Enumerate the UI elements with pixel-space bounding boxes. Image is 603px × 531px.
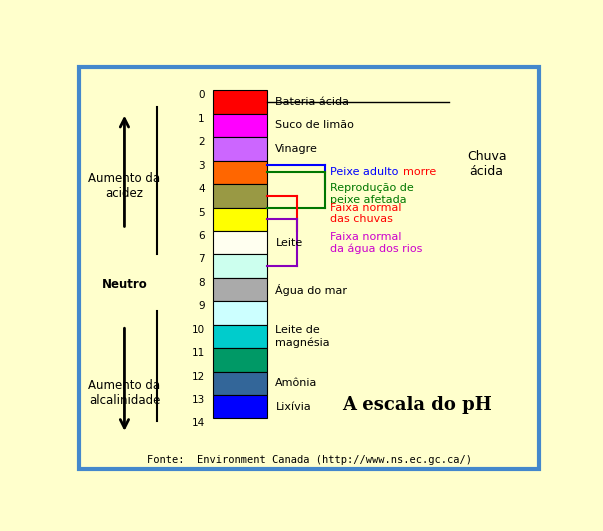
Text: Faixa normal
das chuvas: Faixa normal das chuvas (330, 202, 402, 224)
Text: Vinagre: Vinagre (276, 144, 318, 154)
Text: 5: 5 (198, 208, 205, 218)
Text: 1: 1 (198, 114, 205, 124)
Text: Aumento da
acidez: Aumento da acidez (89, 173, 160, 200)
Text: 13: 13 (192, 395, 205, 405)
Text: Aumento da
alcalinidade: Aumento da alcalinidade (89, 379, 160, 407)
Text: Faixa normal
da água dos rios: Faixa normal da água dos rios (330, 232, 423, 254)
Text: 8: 8 (198, 278, 205, 288)
Bar (213, 208, 267, 231)
Text: A escala do pH: A escala do pH (342, 396, 491, 414)
Text: 0: 0 (198, 90, 205, 100)
Text: 10: 10 (192, 325, 205, 335)
Text: 7: 7 (198, 254, 205, 264)
Text: morre: morre (403, 167, 436, 177)
Bar (213, 325, 267, 348)
Bar (213, 114, 267, 137)
Bar (213, 231, 267, 254)
Text: 4: 4 (198, 184, 205, 194)
Text: Chuva
ácida: Chuva ácida (467, 150, 507, 178)
Text: Leite: Leite (276, 238, 303, 247)
Text: 9: 9 (198, 301, 205, 311)
Text: Peixe adulto: Peixe adulto (330, 167, 402, 177)
Text: Fonte:  Environment Canada (http://www.ns.ec.gc.ca/): Fonte: Environment Canada (http://www.ns… (147, 455, 472, 465)
Text: Amônia: Amônia (276, 378, 318, 388)
Text: Reprodução de
peixe afetada: Reprodução de peixe afetada (330, 183, 414, 205)
Bar (213, 90, 267, 114)
FancyBboxPatch shape (79, 67, 539, 469)
Text: Suco de limão: Suco de limão (276, 121, 355, 131)
Bar (213, 137, 267, 160)
Text: 11: 11 (192, 348, 205, 358)
Text: 12: 12 (192, 372, 205, 382)
Text: 6: 6 (198, 231, 205, 241)
Bar (213, 348, 267, 372)
Bar (213, 278, 267, 301)
Bar (213, 395, 267, 418)
Bar (213, 184, 267, 208)
Bar (213, 254, 267, 278)
Text: 14: 14 (192, 418, 205, 429)
Text: 3: 3 (198, 160, 205, 170)
Text: Leite de
magnésia: Leite de magnésia (276, 326, 330, 347)
Bar (213, 160, 267, 184)
Bar (213, 372, 267, 395)
Text: Bateria ácida: Bateria ácida (276, 97, 349, 107)
Text: Neutro: Neutro (101, 278, 147, 291)
Text: Água do mar: Água do mar (276, 284, 347, 296)
Bar (213, 301, 267, 325)
Text: Lixívia: Lixívia (276, 402, 311, 412)
Text: 2: 2 (198, 137, 205, 147)
